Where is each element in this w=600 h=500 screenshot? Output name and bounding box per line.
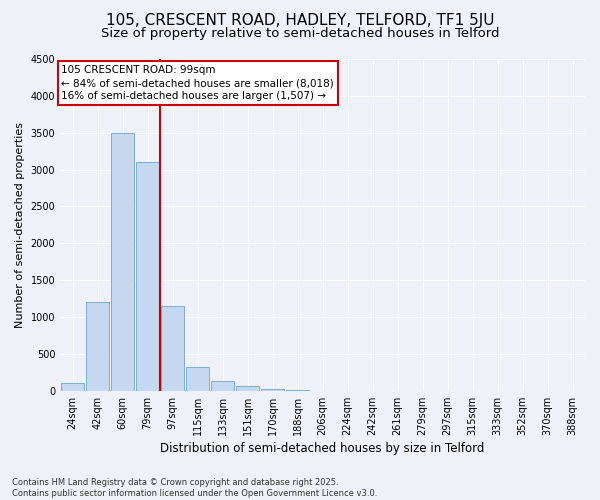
Text: 105, CRESCENT ROAD, HADLEY, TELFORD, TF1 5JU: 105, CRESCENT ROAD, HADLEY, TELFORD, TF1…: [106, 12, 494, 28]
Y-axis label: Number of semi-detached properties: Number of semi-detached properties: [15, 122, 25, 328]
Bar: [187, 367, 209, 391]
Bar: [61, 384, 84, 391]
Bar: [262, 388, 284, 391]
Text: Contains HM Land Registry data © Crown copyright and database right 2025.
Contai: Contains HM Land Registry data © Crown c…: [12, 478, 377, 498]
Text: 105 CRESCENT ROAD: 99sqm
← 84% of semi-detached houses are smaller (8,018)
16% o: 105 CRESCENT ROAD: 99sqm ← 84% of semi-d…: [61, 65, 334, 102]
Bar: [211, 381, 234, 391]
Bar: [112, 132, 134, 391]
Bar: [86, 302, 109, 391]
Text: Size of property relative to semi-detached houses in Telford: Size of property relative to semi-detach…: [101, 28, 499, 40]
Bar: [136, 162, 159, 391]
X-axis label: Distribution of semi-detached houses by size in Telford: Distribution of semi-detached houses by …: [160, 442, 485, 455]
Bar: [161, 306, 184, 391]
Bar: [236, 386, 259, 391]
